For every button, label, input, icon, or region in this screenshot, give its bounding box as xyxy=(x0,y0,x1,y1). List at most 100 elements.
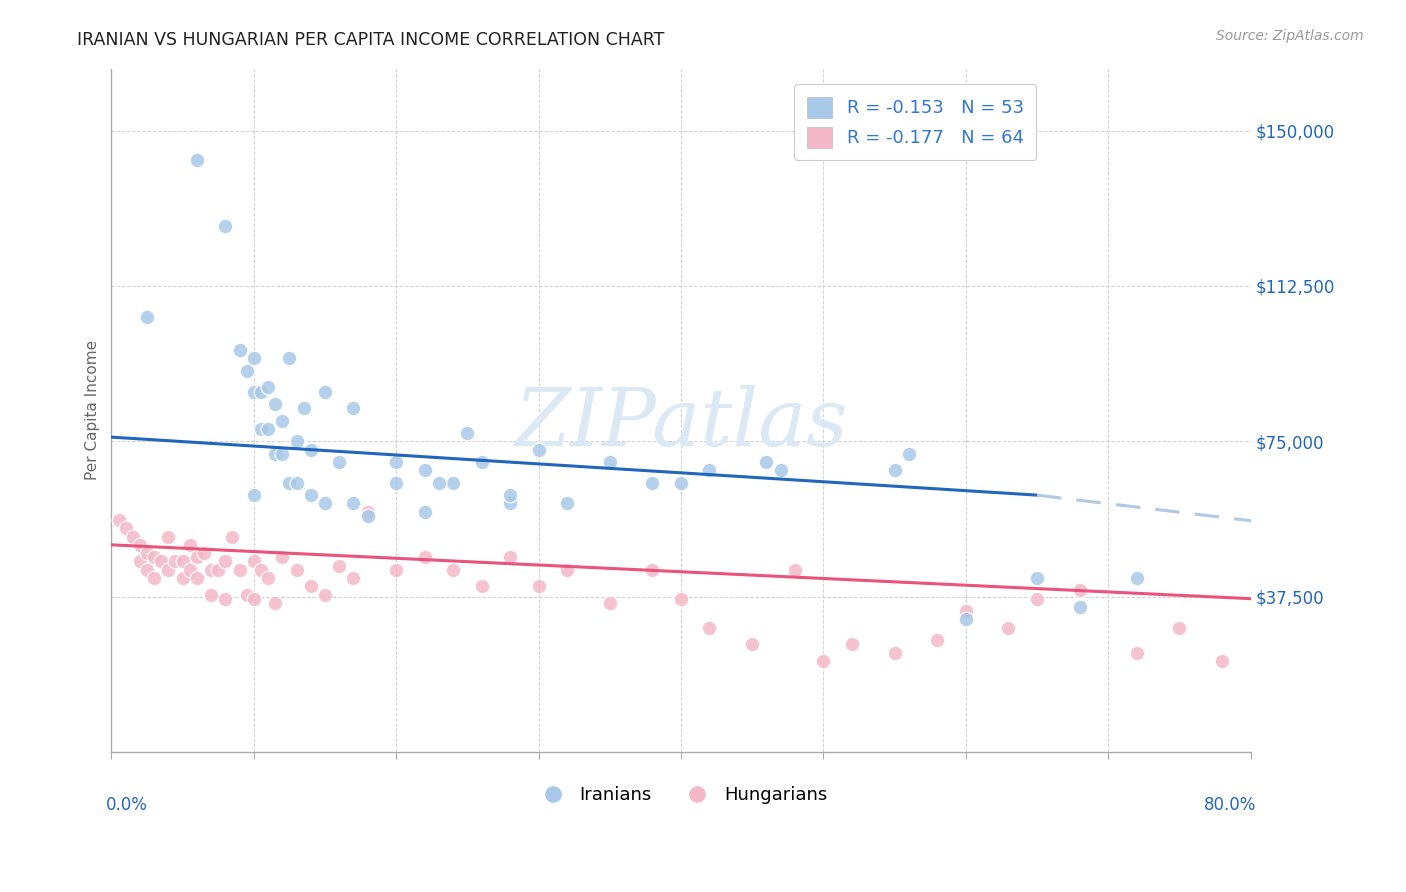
Point xyxy=(527,442,550,457)
Text: ZIPatlas: ZIPatlas xyxy=(515,385,848,463)
Point xyxy=(264,447,287,461)
Point xyxy=(342,401,364,416)
Point xyxy=(813,654,835,668)
Point xyxy=(385,563,408,577)
Point xyxy=(179,563,201,577)
Point xyxy=(186,550,208,565)
Text: IRANIAN VS HUNGARIAN PER CAPITA INCOME CORRELATION CHART: IRANIAN VS HUNGARIAN PER CAPITA INCOME C… xyxy=(77,31,665,49)
Point xyxy=(456,425,478,440)
Point xyxy=(413,463,436,477)
Text: 0.0%: 0.0% xyxy=(105,797,148,814)
Point xyxy=(342,496,364,510)
Point xyxy=(328,455,350,469)
Point xyxy=(221,530,243,544)
Point xyxy=(328,558,350,573)
Point xyxy=(314,384,336,399)
Point xyxy=(235,588,257,602)
Point xyxy=(841,637,863,651)
Point xyxy=(228,563,250,577)
Point xyxy=(427,475,450,490)
Point xyxy=(1125,646,1147,660)
Point xyxy=(278,351,301,366)
Point xyxy=(669,475,692,490)
Point xyxy=(299,579,322,593)
Point xyxy=(413,505,436,519)
Point xyxy=(214,219,236,233)
Point xyxy=(1069,599,1091,614)
Text: Source: ZipAtlas.com: Source: ZipAtlas.com xyxy=(1216,29,1364,43)
Point xyxy=(186,153,208,167)
Point xyxy=(271,550,294,565)
Point xyxy=(299,442,322,457)
Point xyxy=(257,380,280,394)
Point xyxy=(136,310,159,324)
Point xyxy=(927,633,949,648)
Point xyxy=(741,637,763,651)
Point xyxy=(121,530,143,544)
Point xyxy=(342,571,364,585)
Point xyxy=(699,621,721,635)
Point xyxy=(555,563,578,577)
Point xyxy=(257,422,280,436)
Point xyxy=(883,463,905,477)
Point xyxy=(257,571,280,585)
Point xyxy=(669,591,692,606)
Point xyxy=(150,554,173,568)
Point xyxy=(897,447,920,461)
Point xyxy=(314,496,336,510)
Point xyxy=(128,554,150,568)
Point xyxy=(165,554,187,568)
Point xyxy=(207,563,229,577)
Point xyxy=(143,571,166,585)
Point xyxy=(243,351,266,366)
Point xyxy=(499,496,522,510)
Point xyxy=(555,496,578,510)
Point xyxy=(243,591,266,606)
Point xyxy=(755,455,778,469)
Point xyxy=(1125,571,1147,585)
Point xyxy=(136,546,159,560)
Point xyxy=(172,554,194,568)
Point xyxy=(441,563,464,577)
Point xyxy=(250,563,273,577)
Point xyxy=(527,579,550,593)
Point xyxy=(385,475,408,490)
Point xyxy=(235,364,257,378)
Point xyxy=(278,475,301,490)
Point xyxy=(285,475,308,490)
Point xyxy=(357,505,380,519)
Point xyxy=(783,563,806,577)
Point xyxy=(499,550,522,565)
Point xyxy=(471,579,494,593)
Point xyxy=(955,612,977,626)
Point xyxy=(1026,571,1049,585)
Point xyxy=(641,475,664,490)
Point xyxy=(471,455,494,469)
Point xyxy=(955,604,977,618)
Point xyxy=(179,538,201,552)
Point xyxy=(441,475,464,490)
Point xyxy=(299,488,322,502)
Point xyxy=(1168,621,1191,635)
Point xyxy=(292,401,315,416)
Point xyxy=(200,563,222,577)
Point xyxy=(499,488,522,502)
Point xyxy=(243,554,266,568)
Point xyxy=(285,434,308,449)
Point xyxy=(128,538,150,552)
Text: 80.0%: 80.0% xyxy=(1204,797,1256,814)
Point xyxy=(214,591,236,606)
Point xyxy=(143,550,166,565)
Point xyxy=(250,384,273,399)
Y-axis label: Per Capita Income: Per Capita Income xyxy=(86,340,100,480)
Point xyxy=(214,554,236,568)
Point xyxy=(228,343,250,358)
Point xyxy=(193,546,215,560)
Point xyxy=(186,571,208,585)
Point xyxy=(1026,591,1049,606)
Point xyxy=(264,596,287,610)
Point xyxy=(172,571,194,585)
Point xyxy=(599,596,621,610)
Point xyxy=(200,588,222,602)
Point xyxy=(157,530,180,544)
